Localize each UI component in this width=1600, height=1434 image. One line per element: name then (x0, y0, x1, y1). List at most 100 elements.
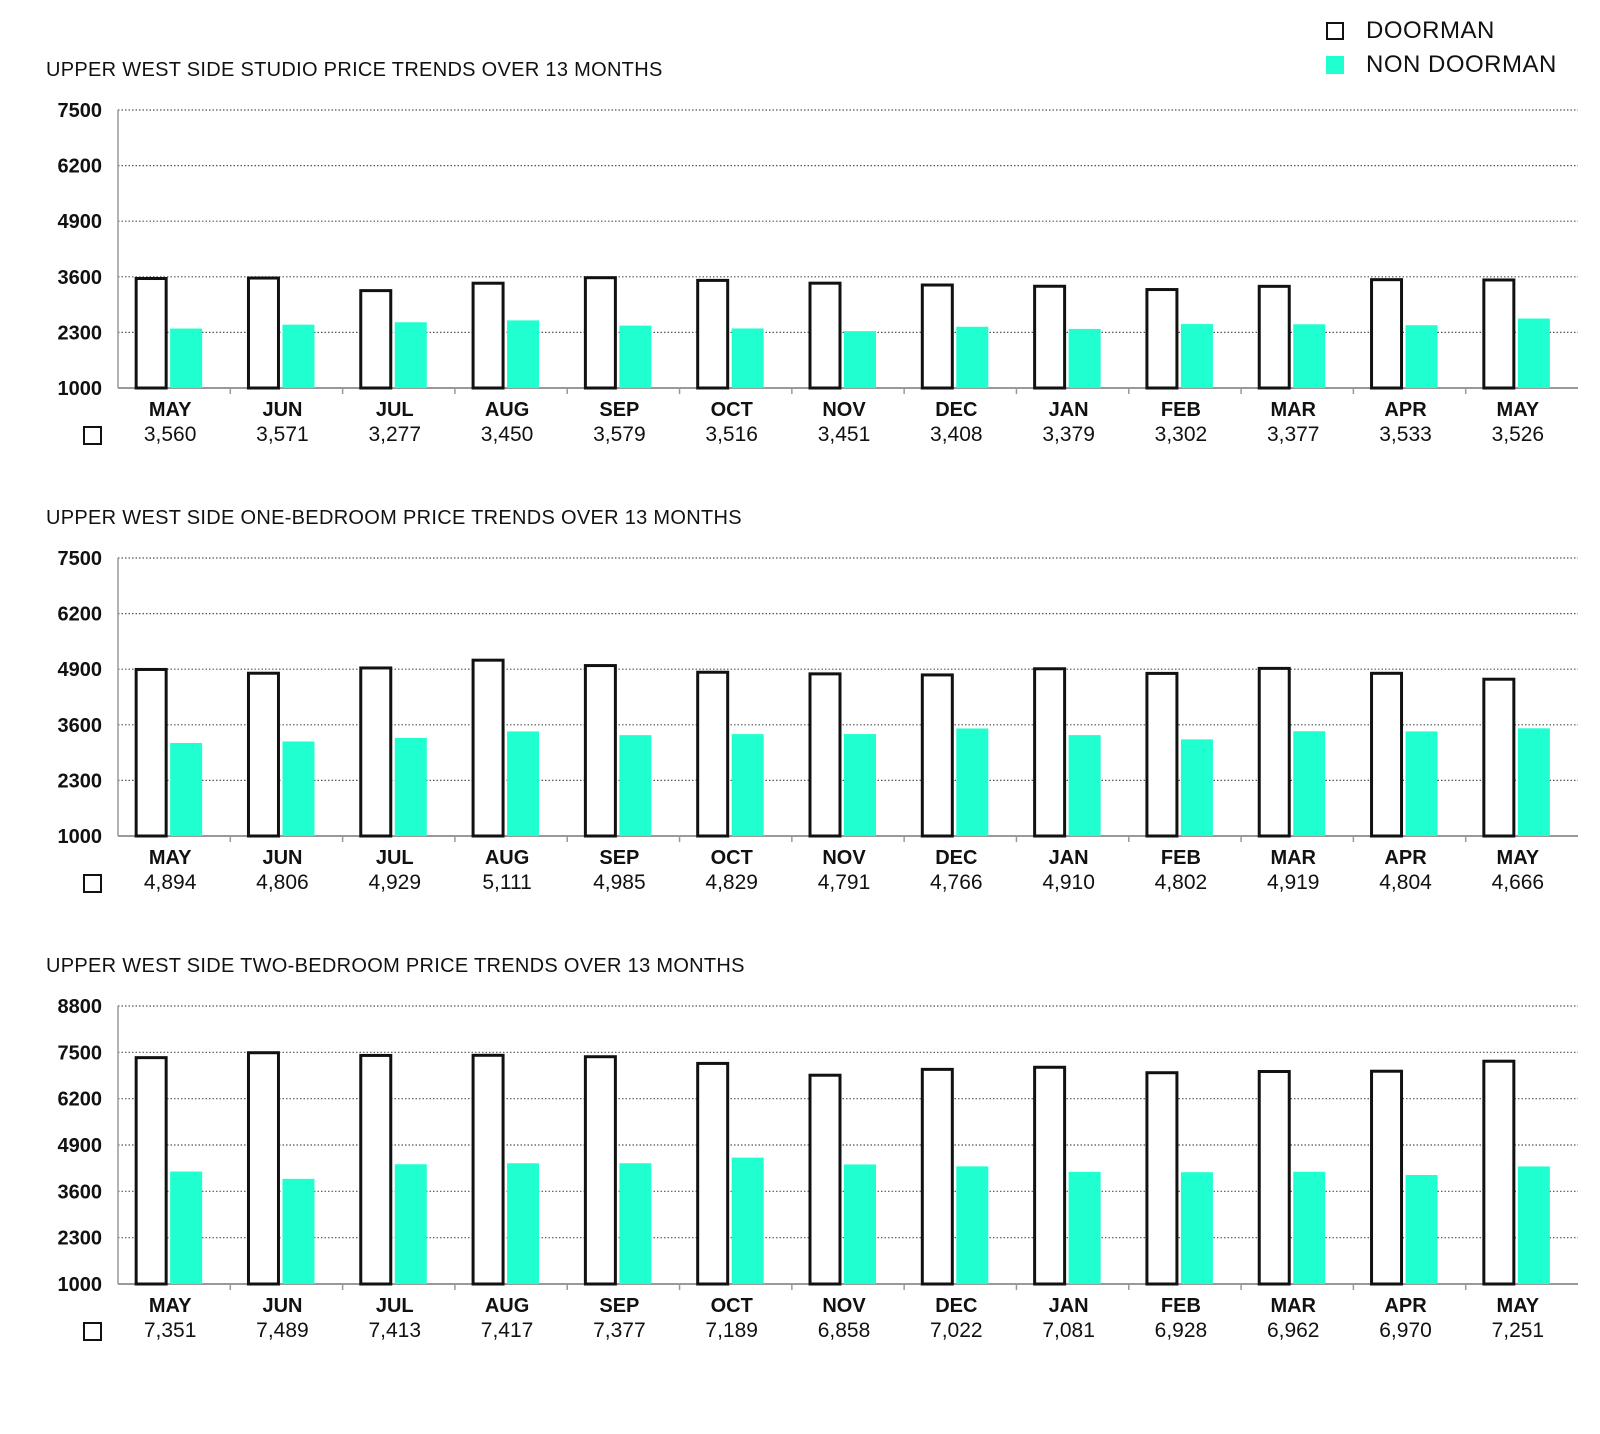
x-category-label: APR (1384, 1295, 1427, 1317)
x-category-label: NOV (822, 847, 866, 869)
x-category-label: OCT (711, 399, 753, 421)
x-category-label: DEC (935, 847, 977, 869)
bar-non-doorman (1405, 325, 1438, 388)
x-category-label: MAR (1270, 1295, 1316, 1317)
x-category-label: JUN (262, 1295, 302, 1317)
bar-doorman (920, 673, 954, 838)
bar-doorman (1370, 278, 1404, 390)
x-category-label: NOV (822, 399, 866, 421)
doorman-value-label: 4,894 (144, 871, 197, 894)
y-tick-label: 4900 (58, 211, 103, 233)
bar-doorman (1482, 278, 1516, 390)
bar-doorman (808, 281, 842, 390)
doorman-value-label: 7,251 (1492, 1319, 1545, 1342)
one-bedroom-chart-svg: UPPER WEST SIDE ONE-BEDROOM PRICE TRENDS… (46, 507, 1578, 894)
bar-non-doorman (507, 1163, 540, 1284)
doorman-value-label: 3,533 (1379, 423, 1432, 446)
doorman-value-label: 7,377 (593, 1319, 646, 1342)
doorman-value-label: 7,351 (144, 1319, 197, 1342)
doorman-value-label: 4,802 (1155, 871, 1208, 894)
doorman-swatch-icon (1326, 22, 1344, 40)
bar-doorman (696, 278, 730, 390)
bar-non-doorman (1068, 1171, 1101, 1284)
chart-title: UPPER WEST SIDE TWO-BEDROOM PRICE TRENDS… (46, 955, 745, 977)
x-category-label: MAY (1497, 847, 1540, 869)
bar-non-doorman (844, 1164, 876, 1284)
y-tick-label: 3600 (58, 1181, 103, 1203)
y-tick-label: 1000 (58, 378, 103, 400)
bar-doorman (808, 672, 842, 838)
x-category-label: AUG (485, 1295, 529, 1317)
y-tick-label: 1000 (58, 1274, 103, 1296)
one-bedroom-chart: UPPER WEST SIDE ONE-BEDROOM PRICE TRENDS… (0, 448, 1600, 896)
doorman-value-label: 4,806 (256, 871, 309, 894)
y-tick-label: 4900 (58, 659, 103, 681)
doorman-value-label: 3,526 (1492, 423, 1545, 446)
y-tick-label: 2300 (58, 770, 103, 792)
bar-doorman (246, 276, 280, 390)
bar-doorman (1145, 288, 1179, 390)
bar-non-doorman (394, 322, 427, 388)
bar-non-doorman (1180, 1172, 1213, 1284)
bar-non-doorman (956, 728, 989, 836)
doorman-value-label: 3,579 (593, 423, 646, 446)
bar-doorman (696, 670, 730, 838)
bar-non-doorman (619, 1163, 652, 1284)
doorman-value-label: 4,791 (818, 871, 871, 894)
x-category-label: JUN (262, 399, 302, 421)
bar-non-doorman (1405, 731, 1438, 836)
bar-non-doorman (1293, 324, 1326, 388)
x-category-label: JUN (262, 847, 302, 869)
x-category-label: APR (1384, 847, 1427, 869)
doorman-value-label: 3,379 (1042, 423, 1095, 446)
doorman-row-icon (83, 1322, 102, 1341)
doorman-value-label: 7,022 (930, 1319, 983, 1342)
x-category-label: MAY (149, 399, 192, 421)
doorman-value-label: 4,929 (368, 871, 421, 894)
doorman-value-label: 4,985 (593, 871, 646, 894)
legend-item-doorman: DOORMAN (1326, 14, 1557, 48)
doorman-value-label: 4,919 (1267, 871, 1320, 894)
bar-non-doorman (282, 324, 315, 388)
studio-chart-svg: UPPER WEST SIDE STUDIO PRICE TRENDS OVER… (46, 59, 1578, 446)
bar-doorman (359, 1053, 393, 1286)
bar-non-doorman (394, 1164, 427, 1284)
bar-doorman (808, 1073, 842, 1286)
bar-non-doorman (1068, 328, 1101, 388)
doorman-value-label: 7,413 (368, 1319, 421, 1342)
bar-non-doorman (1405, 1175, 1438, 1284)
y-tick-label: 1000 (58, 826, 103, 848)
chart-title: UPPER WEST SIDE STUDIO PRICE TRENDS OVER… (46, 59, 663, 81)
bar-doorman (920, 283, 954, 390)
two-bedroom-chart-svg: UPPER WEST SIDE TWO-BEDROOM PRICE TRENDS… (46, 955, 1578, 1342)
bar-non-doorman (1180, 739, 1213, 836)
bar-doorman (1482, 677, 1516, 838)
doorman-value-label: 6,858 (818, 1319, 871, 1342)
doorman-value-label: 3,516 (705, 423, 758, 446)
doorman-value-label: 7,081 (1042, 1319, 1095, 1342)
bar-non-doorman (282, 1178, 315, 1284)
x-category-label: NOV (822, 1295, 866, 1317)
y-tick-label: 7500 (58, 548, 103, 570)
legend-label-non-doorman: NON DOORMAN (1366, 51, 1557, 78)
bar-doorman (246, 1051, 280, 1286)
studio-chart: UPPER WEST SIDE STUDIO PRICE TRENDS OVER… (0, 0, 1600, 448)
bar-non-doorman (1517, 1166, 1550, 1284)
doorman-value-label: 3,451 (818, 423, 871, 446)
doorman-value-label: 4,666 (1492, 871, 1545, 894)
doorman-row-icon (83, 426, 102, 445)
x-category-label: MAR (1270, 847, 1316, 869)
bar-doorman (134, 667, 168, 838)
y-tick-label: 4900 (58, 1135, 103, 1157)
bar-non-doorman (1068, 735, 1101, 836)
doorman-row-icon (83, 874, 102, 893)
bar-doorman (134, 1056, 168, 1286)
bar-doorman (696, 1061, 730, 1286)
bar-doorman (1033, 667, 1067, 838)
bar-non-doorman (956, 1166, 989, 1284)
bar-non-doorman (956, 326, 989, 388)
x-category-label: OCT (711, 847, 753, 869)
x-category-label: MAR (1270, 399, 1316, 421)
bar-doorman (471, 1053, 505, 1286)
doorman-value-label: 3,277 (368, 423, 421, 446)
